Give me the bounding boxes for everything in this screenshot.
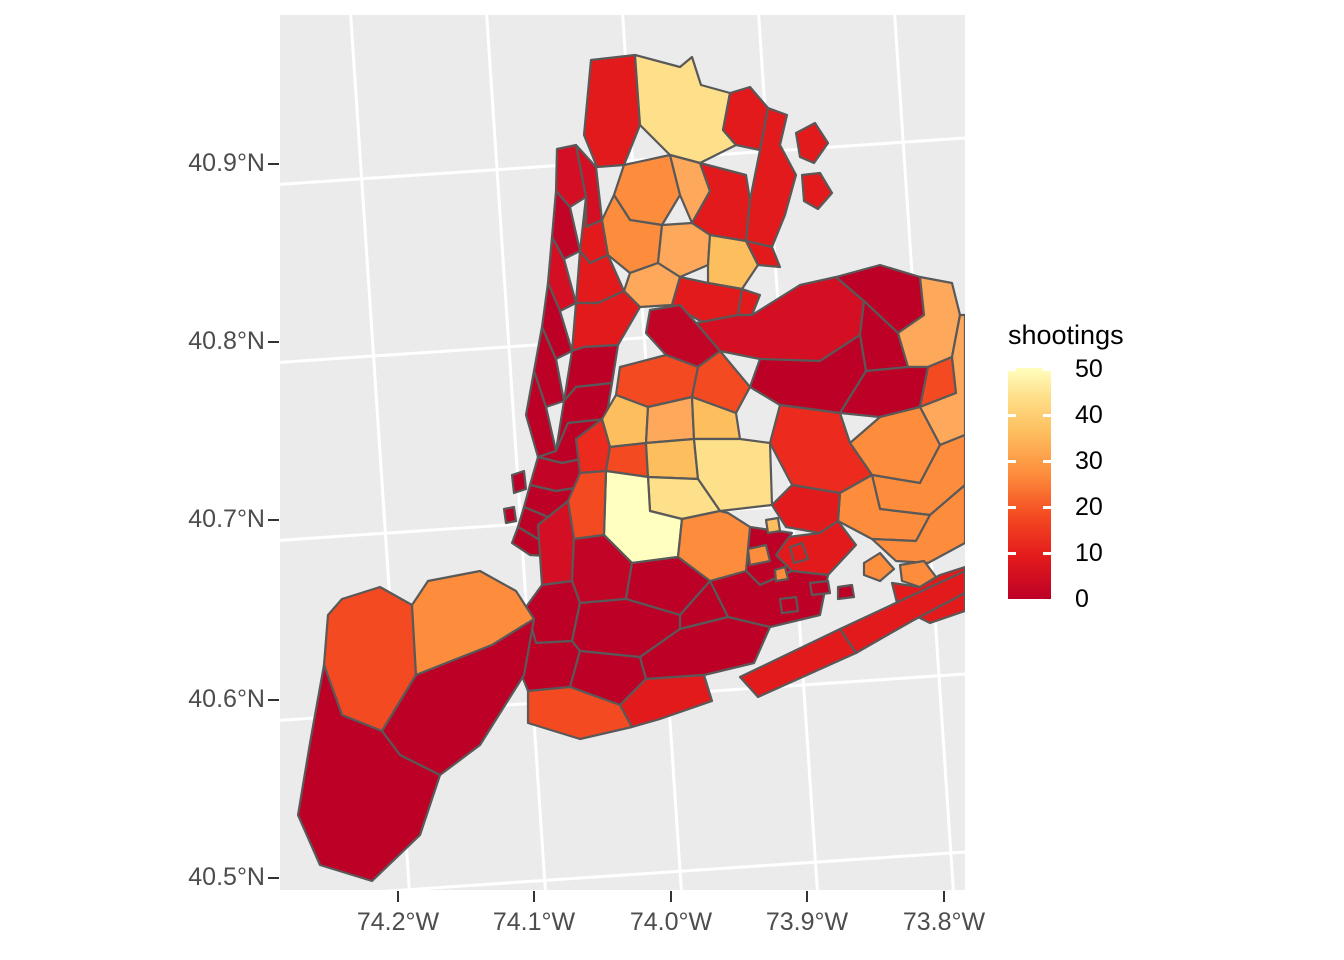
precinct-region xyxy=(870,483,965,565)
x-axis-tick xyxy=(670,891,672,902)
legend-bar-tick xyxy=(1043,414,1051,417)
precinct-region xyxy=(800,171,834,211)
precinct-region xyxy=(510,469,528,495)
precinct-region xyxy=(690,349,752,415)
precinct-region xyxy=(540,281,574,361)
map-panel xyxy=(280,15,965,890)
legend-bar-tick xyxy=(1008,460,1016,463)
legend-colorbar-wrap: 50 40 30 20 10 0 xyxy=(1008,357,1103,612)
x-tick-label: 74.1°W xyxy=(492,908,576,936)
precinct-region xyxy=(502,505,518,525)
legend-key-label: 10 xyxy=(1075,539,1103,567)
precinct-region xyxy=(773,565,790,583)
x-tick-label: 73.8°W xyxy=(902,908,986,936)
y-tick-label: 40.7°N xyxy=(188,505,265,533)
precinct-region xyxy=(744,106,798,249)
legend-bar-tick xyxy=(1043,368,1051,371)
legend-key-label: 40 xyxy=(1075,401,1103,429)
x-axis-tick xyxy=(943,891,945,902)
precinct-region xyxy=(862,551,896,583)
legend: shootings 50 40 30 20 10 0 xyxy=(1000,320,1180,612)
x-axis-tick xyxy=(806,891,808,902)
precinct-layer xyxy=(296,53,965,883)
precinct-region xyxy=(633,53,738,165)
legend-bar-tick xyxy=(1008,414,1016,417)
precinct-region xyxy=(738,627,858,699)
legend-key-label: 20 xyxy=(1075,493,1103,521)
precinct-region xyxy=(296,663,442,883)
y-axis-tick xyxy=(268,341,279,343)
x-tick-label: 73.9°W xyxy=(765,908,849,936)
legend-key-label: 30 xyxy=(1075,447,1103,475)
precinct-region xyxy=(788,541,810,565)
precinct-region xyxy=(618,673,714,729)
x-tick-label: 74.2°W xyxy=(356,908,440,936)
legend-title: shootings xyxy=(1008,320,1124,350)
legend-key-label: 50 xyxy=(1075,355,1103,383)
precinct-region xyxy=(746,543,772,567)
precinct-region xyxy=(644,437,700,481)
y-tick-label: 40.9°N xyxy=(188,149,265,177)
y-axis-tick xyxy=(268,163,279,165)
legend-bar-tick xyxy=(1008,368,1016,371)
precinct-region xyxy=(550,189,582,261)
legend-key-label: 0 xyxy=(1075,585,1089,613)
precinct-region xyxy=(744,239,782,269)
precinct-region xyxy=(546,235,578,313)
legend-bar-tick xyxy=(1008,552,1016,555)
x-axis-tick xyxy=(397,891,399,902)
y-tick-label: 40.5°N xyxy=(188,863,265,891)
precinct-region xyxy=(778,595,800,615)
precinct-region xyxy=(808,579,832,597)
y-axis-tick xyxy=(268,519,279,521)
legend-bar-tick xyxy=(1043,552,1051,555)
precinct-region xyxy=(764,516,782,535)
x-tick-label: 74.0°W xyxy=(629,908,713,936)
y-axis-tick xyxy=(268,699,279,701)
precinct-region xyxy=(836,583,856,601)
legend-bar-tick xyxy=(1043,506,1051,509)
legend-colorbar xyxy=(1008,368,1051,599)
map-svg xyxy=(280,15,965,890)
y-axis-tick xyxy=(268,877,279,879)
legend-bar-tick xyxy=(1008,506,1016,509)
y-tick-label: 40.8°N xyxy=(188,327,265,355)
x-axis-tick xyxy=(533,891,535,902)
precinct-region xyxy=(794,121,830,165)
legend-bar-tick xyxy=(1043,460,1051,463)
precinct-region xyxy=(532,325,566,409)
y-tick-label: 40.6°N xyxy=(188,685,265,713)
